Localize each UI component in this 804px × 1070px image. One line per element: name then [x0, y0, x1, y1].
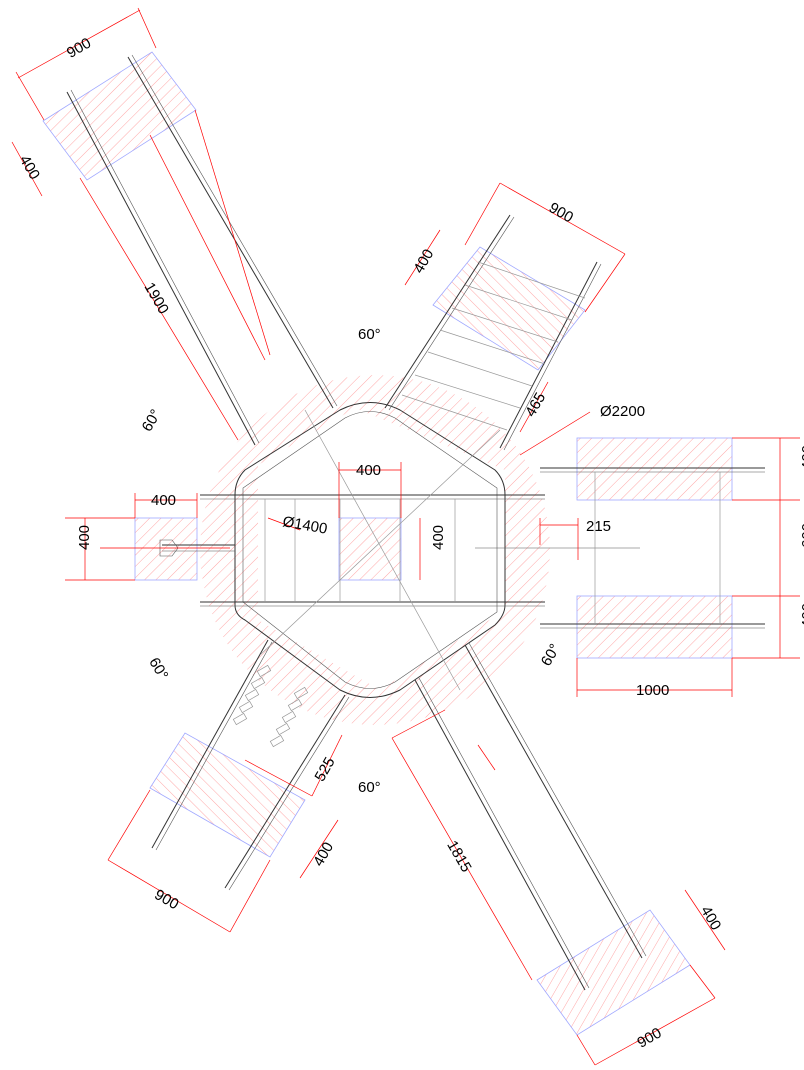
dim-right-mid: 600: [799, 523, 804, 548]
angle-right: 60°: [538, 641, 564, 669]
footing-pads: [42, 51, 733, 1036]
pad-right-top: [576, 437, 733, 501]
dim-top-right-width: 900: [546, 199, 576, 226]
dim-top-left-length: 1900: [141, 280, 172, 317]
pad-left: [134, 517, 198, 581]
pad-center: [338, 517, 402, 581]
pad-right-bottom: [576, 595, 733, 659]
dim-bottom-left-offset: 525: [311, 754, 338, 784]
dim-right-top: 400: [799, 445, 804, 470]
pad-top-left: [42, 51, 197, 181]
pad-bottom-left: [149, 732, 306, 858]
dim-right-gap: 215: [586, 518, 611, 535]
dim-top-right-depth: 400: [410, 246, 437, 276]
dim-top-left-width: 900: [64, 35, 94, 62]
dim-center-width: 400: [356, 462, 381, 479]
pad-bottom-right: [536, 909, 691, 1036]
dim-bottom-left-width: 900: [151, 886, 181, 913]
step-slots: [232, 664, 309, 748]
dim-top-right-offset: 465: [522, 390, 549, 420]
dimension-lines: [11, 7, 800, 1066]
dim-ring-outer: Ø2200: [600, 403, 645, 420]
dim-left-height: 400: [76, 525, 93, 550]
dim-right-length: 1000: [636, 682, 669, 699]
steel-structure: [66, 54, 765, 991]
angle-top-left: 60°: [139, 407, 165, 435]
dim-bottom-right-depth: 400: [697, 903, 724, 933]
dim-left-width: 400: [151, 492, 176, 509]
dim-right-bottom: 400: [799, 603, 804, 628]
angle-left-bottom: 60°: [145, 655, 171, 683]
dim-center-height: 400: [430, 525, 447, 550]
angle-bottom: 60°: [358, 779, 381, 796]
angle-top: 60°: [358, 326, 381, 343]
dim-bottom-left-depth: 400: [310, 839, 337, 869]
pad-top-right: [432, 246, 586, 371]
dim-bottom-right-length: 1815: [443, 838, 474, 875]
